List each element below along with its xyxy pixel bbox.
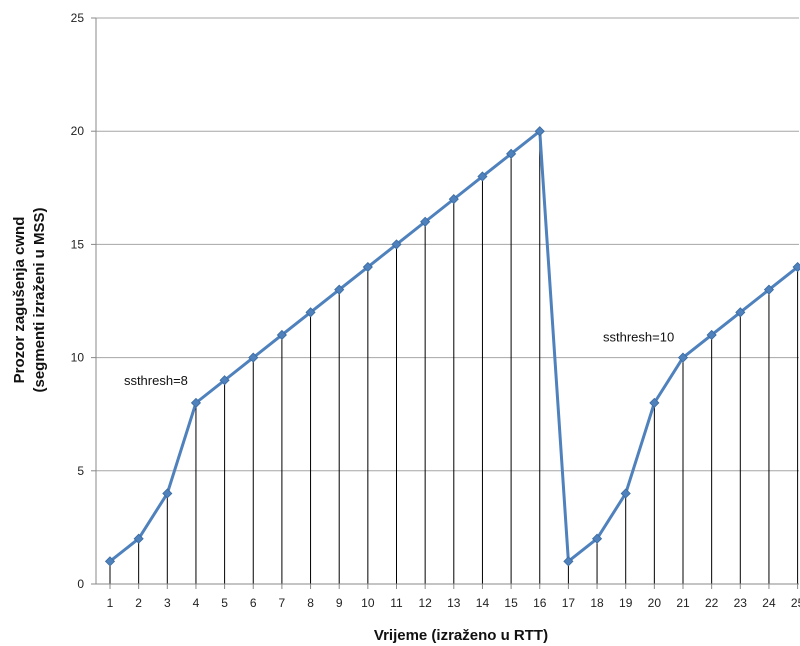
data-point — [420, 216, 431, 227]
y-tick-label: 15 — [71, 237, 85, 251]
annotation-ssthresh: ssthresh=8 — [124, 373, 188, 388]
x-tick-label: 3 — [164, 596, 171, 610]
x-tick-label: 10 — [361, 596, 375, 610]
x-tick-label: 2 — [135, 596, 142, 610]
data-point — [506, 148, 517, 159]
x-tick-label: 6 — [250, 596, 257, 610]
data-point — [706, 329, 717, 341]
y-axis-title-line2: (segmenti izraženi u MSS) — [31, 207, 48, 392]
y-tick-labels: 0 5 10 15 20 25 — [71, 11, 85, 591]
x-tick-label: 7 — [279, 596, 286, 610]
x-tick-label: 13 — [447, 596, 461, 610]
data-point — [104, 556, 116, 567]
x-tick-label: 18 — [590, 596, 604, 610]
x-tick-label: 11 — [390, 596, 403, 610]
x-tick-label: 1 — [107, 596, 114, 610]
data-point — [276, 329, 287, 341]
data-point — [448, 194, 459, 205]
x-tick-label: 12 — [418, 596, 432, 610]
data-point — [591, 533, 603, 544]
x-tick-label: 4 — [193, 596, 200, 610]
data-point — [563, 556, 574, 567]
gridlines — [96, 17, 799, 472]
data-point — [677, 352, 689, 363]
y-tick-label: 10 — [71, 351, 85, 365]
x-tick-label: 23 — [734, 596, 748, 610]
x-tick-label: 16 — [533, 596, 547, 610]
data-point — [248, 352, 259, 363]
x-axis-title: Vrijeme (izraženo u RTT) — [374, 627, 548, 644]
data-point-markers — [104, 126, 800, 567]
data-point — [219, 375, 230, 386]
drop-lines — [109, 131, 799, 584]
x-tick-label: 20 — [648, 596, 662, 610]
y-axis-title-line1: Prozor zagušenja cwnd — [11, 217, 28, 384]
x-tick-label: 15 — [504, 596, 518, 610]
x-tick-label: 5 — [221, 596, 228, 610]
y-tick-label: 20 — [71, 124, 85, 138]
data-point — [534, 126, 545, 137]
x-tick-label: 8 — [307, 596, 314, 610]
annotation-ssthresh: ssthresh=10 — [603, 330, 674, 345]
x-tick-label: 22 — [705, 596, 719, 610]
x-tick-label: 9 — [336, 596, 343, 610]
data-point — [735, 307, 746, 318]
data-point — [620, 488, 631, 499]
x-tick-label: 21 — [676, 596, 690, 610]
x-tick-label: 25 — [791, 596, 800, 610]
data-point — [162, 488, 173, 499]
data-point — [305, 307, 316, 318]
x-tick-label: 19 — [619, 596, 633, 610]
data-point — [362, 261, 373, 273]
data-point — [649, 397, 660, 408]
data-point — [391, 239, 402, 250]
data-point — [334, 284, 345, 295]
annotations: ssthresh=8 ssthresh=10 — [124, 330, 674, 388]
y-tick-label: 25 — [71, 11, 85, 25]
y-tick-label: 0 — [77, 577, 84, 591]
x-tick-labels: 1 2 3 4 5 6 7 8 9 10 11 12 13 14 15 16 17 18 19 20 21 22 23 24 2… — [107, 596, 800, 610]
data-point — [792, 261, 800, 273]
data-point — [133, 533, 144, 544]
data-point — [763, 284, 775, 295]
axes — [91, 17, 799, 589]
x-tick-label: 14 — [476, 596, 490, 610]
x-tick-label: 24 — [762, 596, 776, 610]
data-point — [190, 397, 202, 408]
data-point — [477, 171, 488, 182]
y-tick-label: 5 — [77, 464, 84, 478]
x-tick-label: 17 — [562, 596, 576, 610]
